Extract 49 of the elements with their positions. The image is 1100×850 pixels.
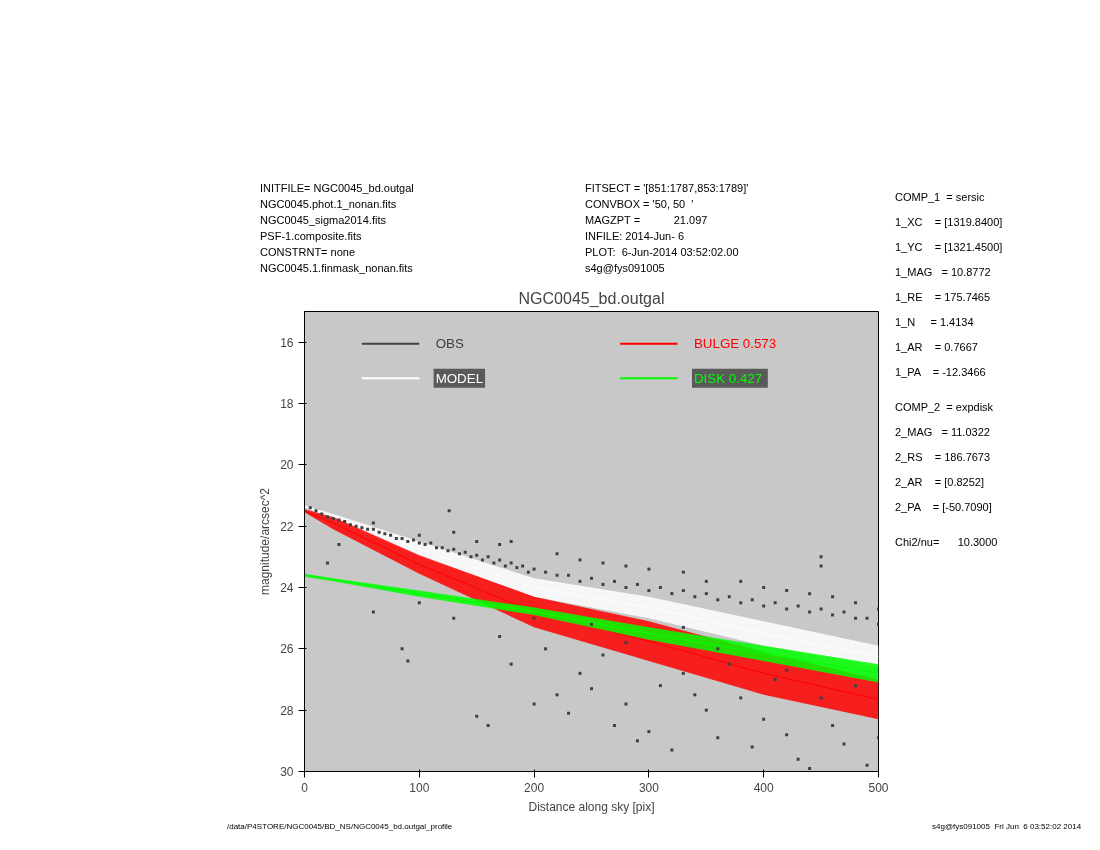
text: s4g@fys091005 Fri Jun 6 03:52:02 2014 bbox=[932, 820, 1082, 833]
text: 2_MAG = 11.0322 bbox=[895, 425, 991, 440]
text: CONVBOX = '50, 50 ' bbox=[585, 197, 695, 212]
text: 2_RS = 186.7673 bbox=[895, 450, 992, 465]
x-tick-label: 400 bbox=[753, 780, 775, 795]
y-tick-label: 22 bbox=[280, 519, 294, 534]
y-tick-label: 28 bbox=[280, 703, 294, 718]
text: FITSECT = '[851:1787,853:1789]' bbox=[585, 181, 749, 196]
x-tick-label: 500 bbox=[868, 780, 889, 795]
text: Chi2/nu= 10.3000 bbox=[895, 535, 999, 550]
text: 1_AR = 0.7667 bbox=[895, 340, 979, 355]
x-tick-label: 0 bbox=[301, 780, 309, 795]
chart-title: NGC0045_bd.outgal bbox=[518, 289, 665, 308]
x-tick-label: 200 bbox=[524, 780, 545, 795]
text: 2_AR = [0.8252] bbox=[895, 475, 985, 490]
x-tick-label: 100 bbox=[409, 780, 430, 795]
text: 1_YC = [1321.4500] bbox=[895, 240, 1003, 255]
text: NGC0045_sigma2014.fits bbox=[260, 213, 387, 228]
y-tick-label: 18 bbox=[280, 396, 294, 411]
text: CONSTRNT= none bbox=[260, 245, 357, 260]
text: PLOT: 6-Jun-2014 03:52:02.00 bbox=[585, 245, 740, 260]
text: COMP_2 = expdisk bbox=[895, 400, 995, 415]
text: INFILE: 2014-Jun- 6 bbox=[585, 229, 686, 244]
text: COMP_1 = sersic bbox=[895, 190, 986, 205]
text: INITFILE= NGC0045_bd.outgal bbox=[260, 181, 414, 196]
y-tick-label: 30 bbox=[280, 764, 294, 779]
text: s4g@fys091005 bbox=[585, 261, 666, 276]
text: NGC0045.phot.1_nonan.fits bbox=[260, 197, 398, 212]
text: /data/P4STORE/NGC0045/BD_NS/NGC0045_bd.outgal_profile bbox=[227, 820, 453, 833]
legend-label: BULGE 0.573 bbox=[693, 335, 777, 351]
y-tick-label: 20 bbox=[280, 458, 294, 473]
text: 1_MAG = 10.8772 bbox=[895, 265, 992, 280]
text: 1_RE = 175.7465 bbox=[895, 290, 992, 305]
text: PSF-1.composite.fits bbox=[260, 229, 363, 244]
text: 1_N = 1.4134 bbox=[895, 315, 975, 330]
legend-label: DISK 0.427 bbox=[693, 370, 763, 386]
text: MAGZPT = 21.097 bbox=[585, 213, 709, 228]
x-axis-title: Distance along sky [pix] bbox=[528, 799, 655, 814]
y-tick-label: 24 bbox=[280, 580, 294, 595]
text: 2_PA = [-50.7090] bbox=[895, 500, 993, 515]
x-tick-label: 300 bbox=[638, 780, 660, 795]
text: 1_PA = -12.3466 bbox=[895, 365, 987, 380]
y-tick-label: 16 bbox=[280, 335, 294, 350]
legend-label: MODEL bbox=[435, 370, 484, 386]
y-axis-title: magnitude/arcsec^2 bbox=[258, 487, 273, 595]
legend-label: OBS bbox=[435, 335, 464, 351]
y-tick-label: 26 bbox=[280, 642, 294, 657]
text: NGC0045.1.finmask_nonan.fits bbox=[260, 261, 414, 276]
text: 1_XC = [1319.8400] bbox=[895, 215, 1003, 230]
